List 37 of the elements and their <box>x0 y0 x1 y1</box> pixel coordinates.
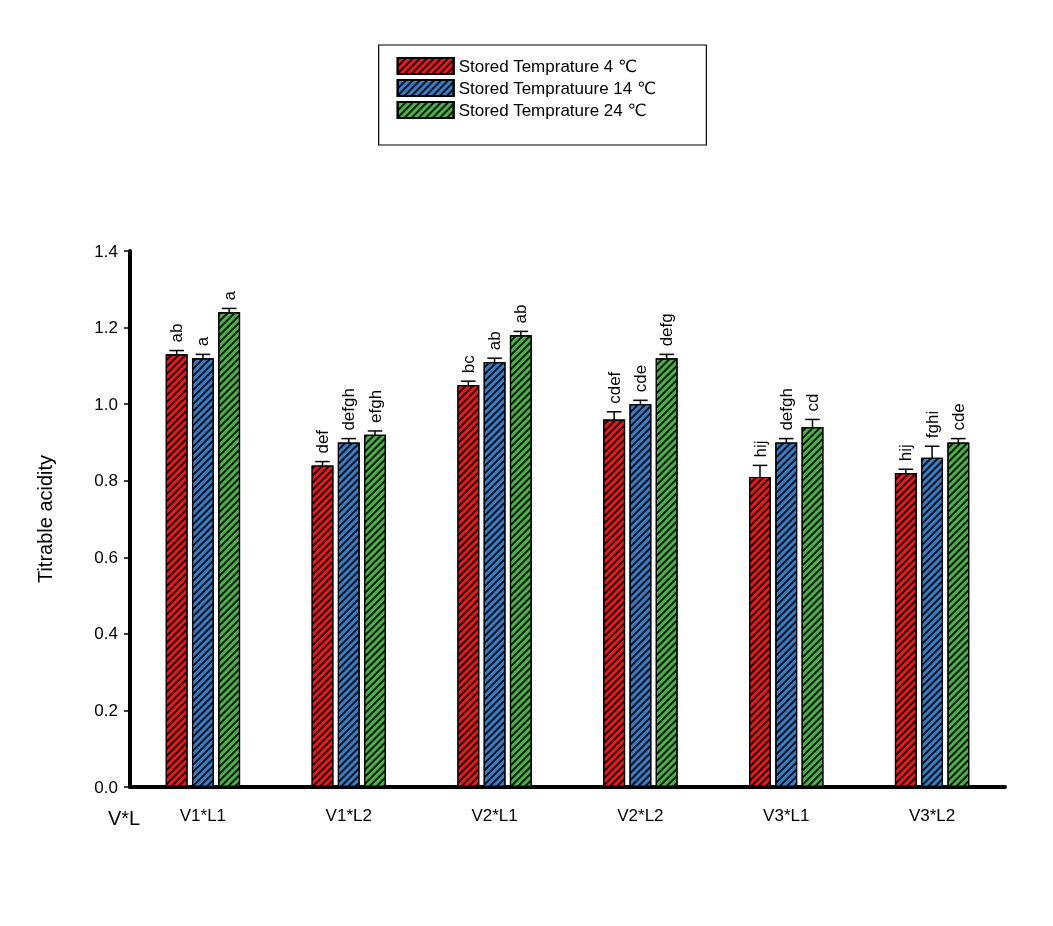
data-label: hij <box>896 444 916 462</box>
data-label: defgh <box>776 388 796 431</box>
y-axis-title: Titrable acidity <box>34 454 56 584</box>
data-label: ab <box>485 331 505 351</box>
legend-label: Stored Temprature 4 ℃ <box>458 56 638 76</box>
data-label: def <box>313 429 332 454</box>
y-tick-label: 0.2 <box>94 700 118 720</box>
data-label: defg <box>657 313 677 347</box>
x-tick-label: V2*L2 <box>617 806 664 825</box>
y-tick-label: 1.0 <box>94 394 118 414</box>
y-tick-label: 0.4 <box>94 624 118 644</box>
x-tick-label: V3*L1 <box>763 806 810 825</box>
y-tick-label: 1.4 <box>94 241 118 261</box>
x-tick-label: V1*L1 <box>179 806 227 825</box>
y-tick-label: 1.2 <box>94 318 118 338</box>
data-label: ab <box>511 304 531 324</box>
x-axis-title: V*L <box>108 807 141 829</box>
data-label: a <box>219 290 239 301</box>
data-label: hij <box>750 440 770 458</box>
data-label: a <box>193 336 213 347</box>
x-tick-label: V3*L2 <box>908 806 956 825</box>
data-label: bc <box>458 354 478 374</box>
y-tick-label: 0.8 <box>94 471 118 491</box>
data-label: cd <box>803 393 822 412</box>
data-label: cde <box>630 364 650 393</box>
data-label: cdef <box>604 371 624 404</box>
legend-label: Stored Tempratuure 14 ℃ <box>458 78 657 98</box>
legend-label: Stored Temprature 24 ℃ <box>458 100 647 120</box>
data-label: cde <box>948 403 968 431</box>
y-tick-label: 0.0 <box>94 777 118 797</box>
data-label: ab <box>167 323 187 343</box>
data-label: fghi <box>922 410 942 439</box>
x-tick-label: V2*L1 <box>471 806 518 825</box>
data-label: efgh <box>365 389 385 423</box>
x-tick-label: V1*L2 <box>325 806 372 825</box>
y-tick-label: 0.6 <box>94 547 118 567</box>
data-label: defgh <box>339 388 359 431</box>
